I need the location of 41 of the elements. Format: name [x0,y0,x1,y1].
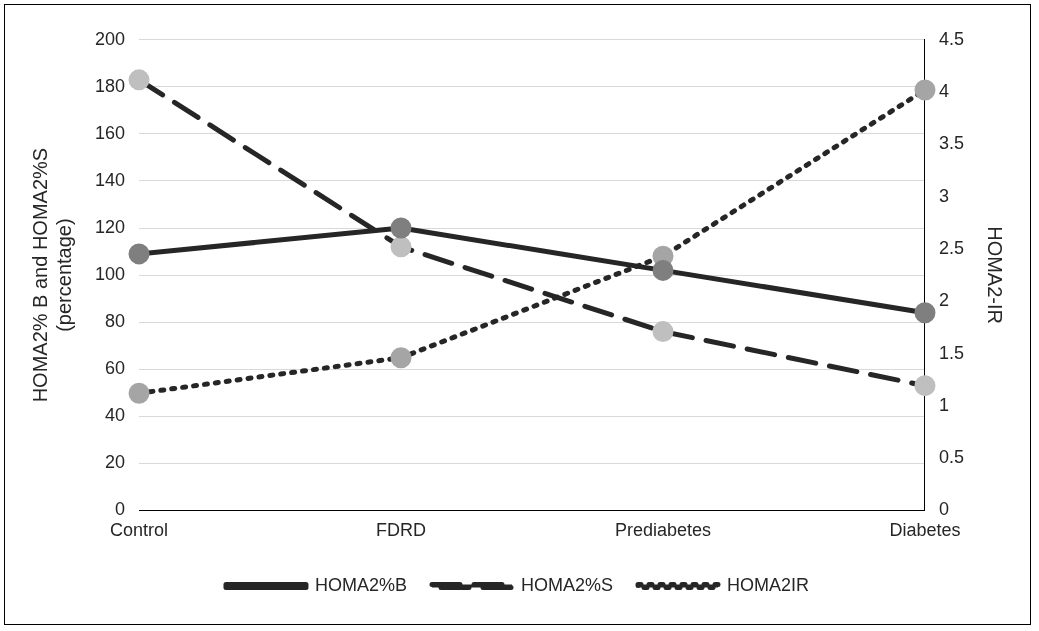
point [652,259,674,281]
y-tick-label: 80 [105,311,126,332]
y-tick-label: 200 [94,28,126,49]
y-tick-label: 40 [105,405,126,426]
x-tick-label: Control [110,520,169,541]
y2-tick-label: 2 [938,290,949,311]
point [128,382,150,404]
point [390,217,412,239]
x-tick-label: Prediabetes [614,520,712,541]
y-tick-label: 180 [94,75,126,96]
point [390,347,412,369]
x-tick-label: FDRD [376,520,427,541]
legend-label: HOMA2%B [314,574,407,595]
y-tick-label: 60 [105,358,126,379]
y2-tick-label: 4.5 [938,28,965,49]
y2-tick-label: 0 [938,499,949,520]
y-tick-label: 120 [94,217,126,238]
point [914,79,936,101]
y-tick-label: 0 [115,499,126,520]
legend-label: HOMA2IR [727,574,810,595]
x-tick-label: Diabetes [889,520,961,541]
y-tick-label: 140 [94,169,126,190]
point [128,69,150,91]
point [652,321,674,343]
y-axis-title: HOMA2% B and HOMA2%S (percentage) [28,147,75,403]
y2-tick-label: 3.5 [938,133,965,154]
y2-tick-label: 2.5 [938,237,965,258]
y2-tick-label: 1 [938,394,949,415]
y2-tick-label: 4 [938,81,949,102]
y2-tick-label: 3 [938,185,949,206]
y2-tick-label: 1.5 [938,342,965,363]
y-tick-label: 100 [94,264,126,285]
y2-axis-title: HOMA2-IR [984,226,1007,324]
point [128,243,150,265]
point [914,375,936,397]
legend-label: HOMA2%S [520,574,614,595]
y-tick-label: 20 [105,452,126,473]
point [914,302,936,324]
point [390,236,412,258]
y-tick-label: 160 [94,122,126,143]
y2-tick-label: 0.5 [938,447,965,468]
